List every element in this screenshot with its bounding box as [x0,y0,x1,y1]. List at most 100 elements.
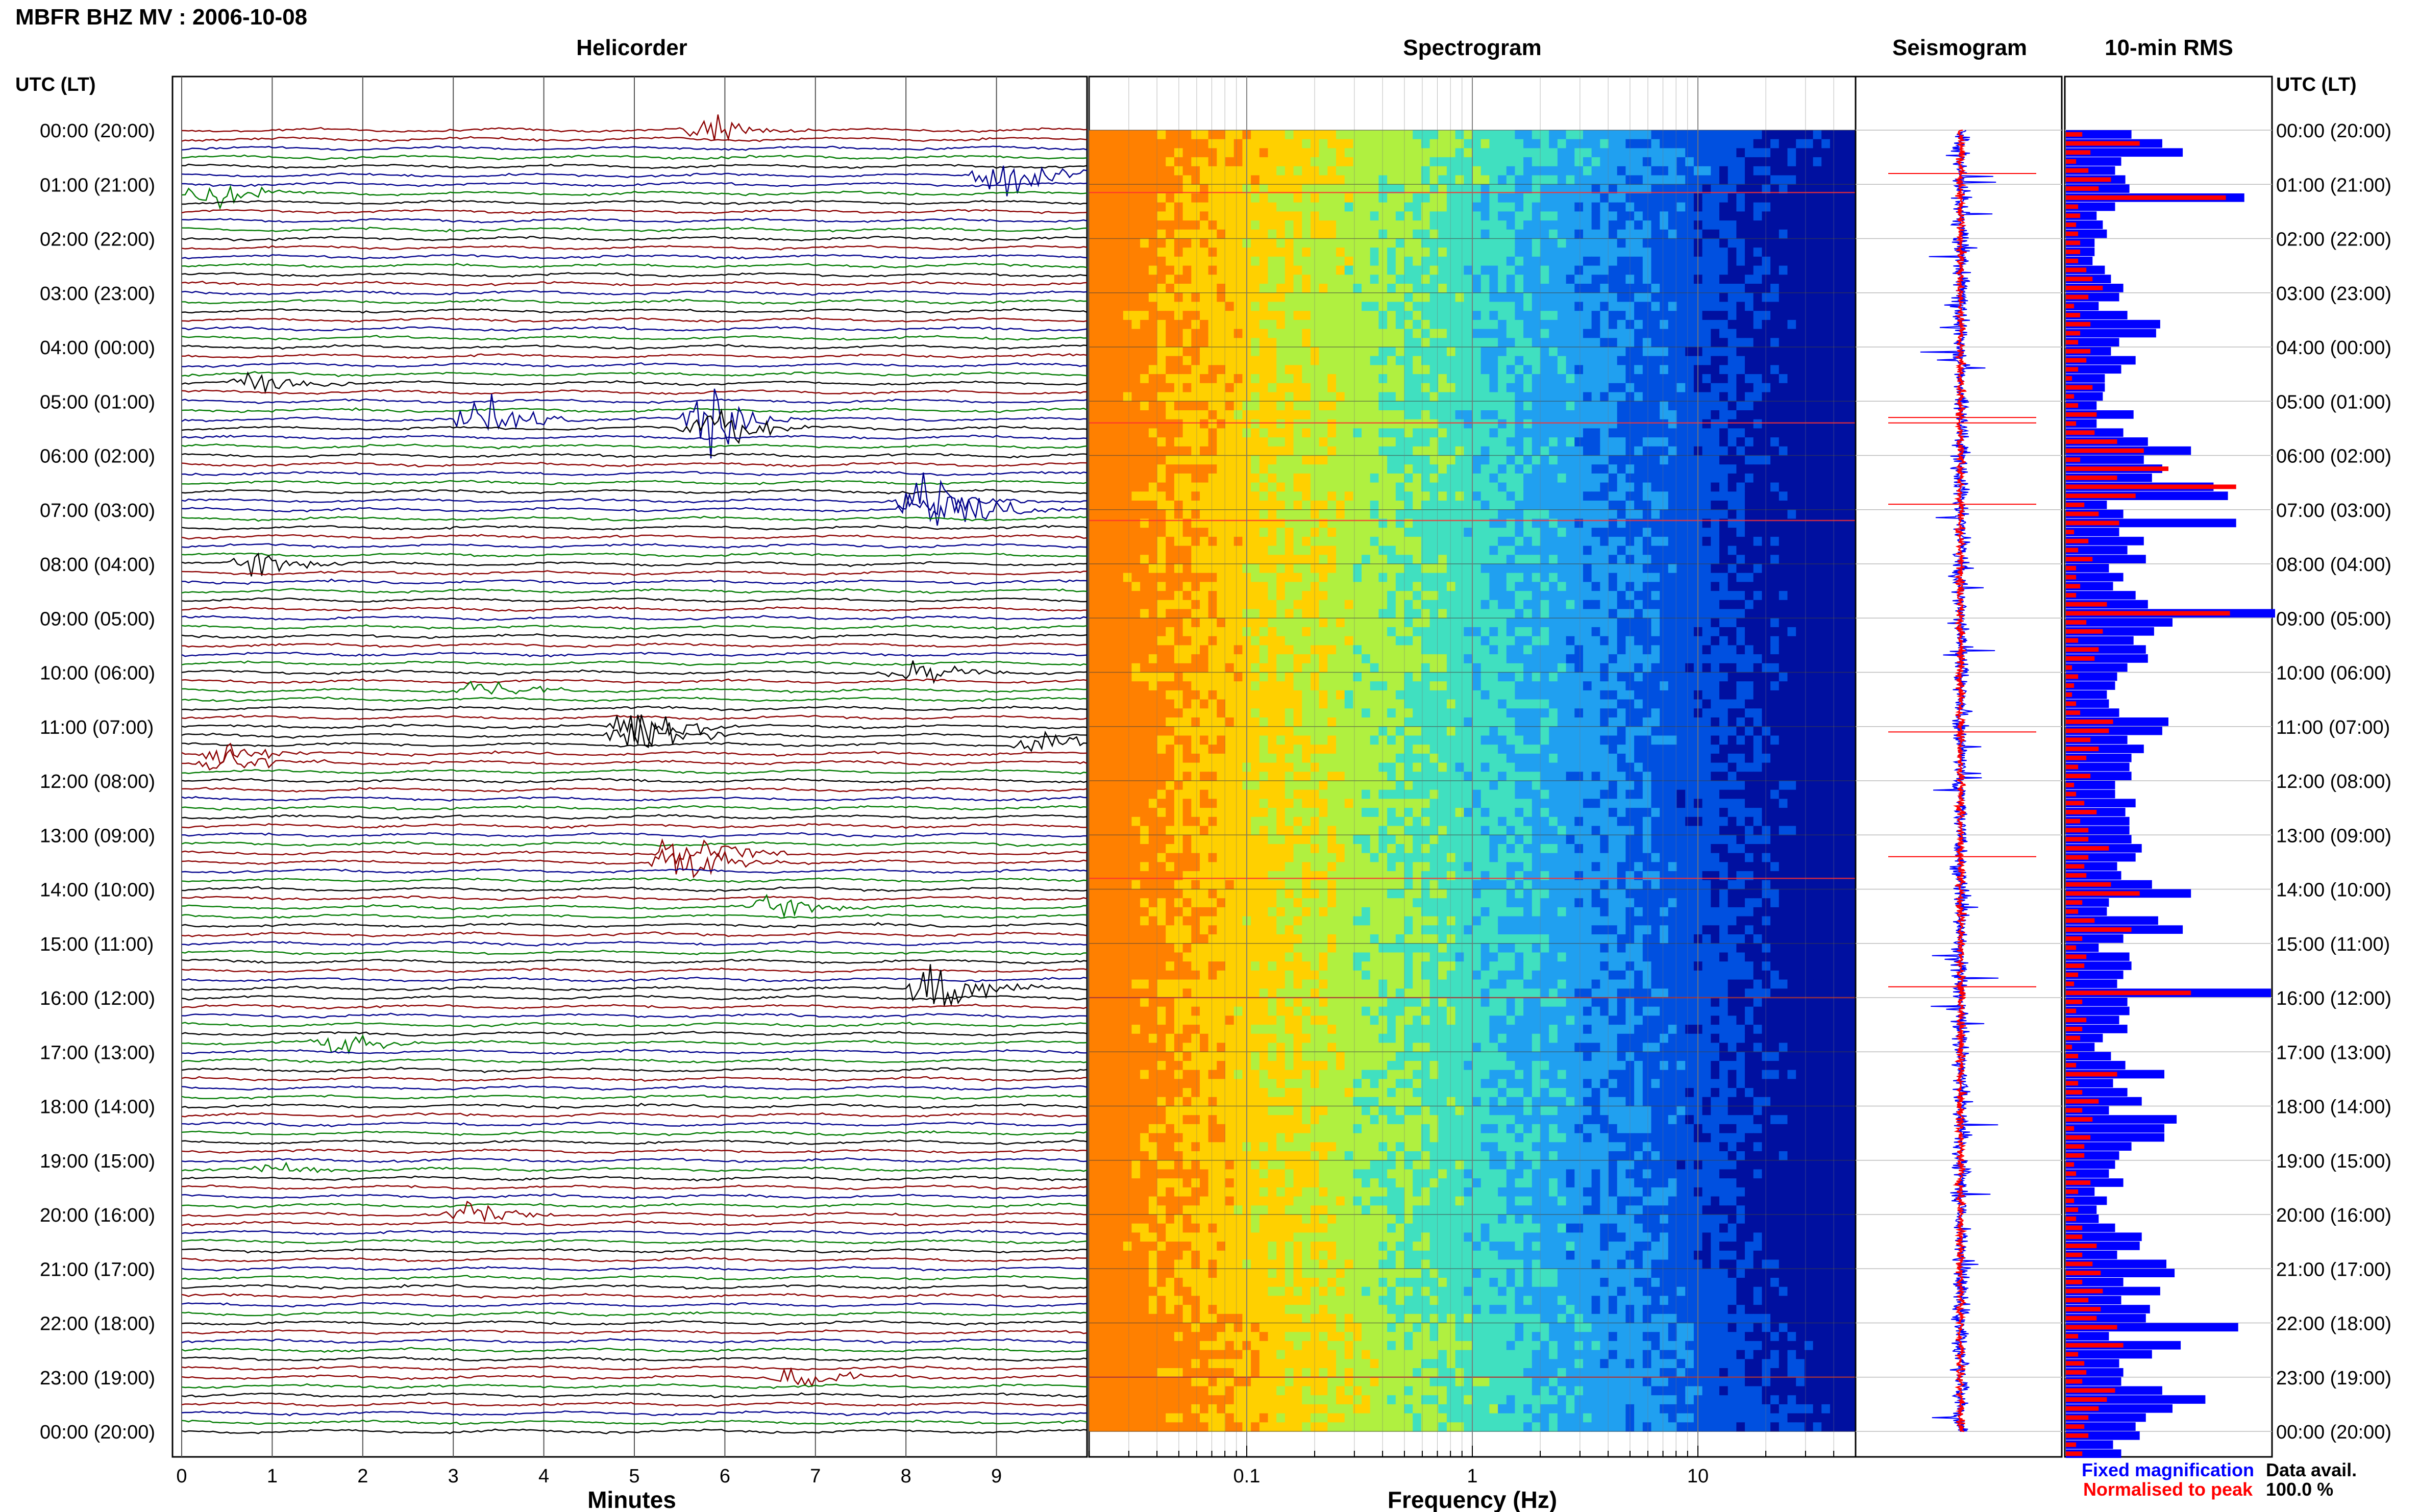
spectrogram-cell [1642,265,1652,275]
spectrogram-cell [1446,256,1456,266]
spectrogram-cell [1685,338,1694,348]
helicorder-trace [182,1200,1088,1223]
spectrogram-cell [1310,509,1320,519]
spectrogram-cell [1668,329,1677,338]
spectrogram-cell [1208,338,1218,348]
spectrogram-cell [1787,275,1796,284]
spectrogram-cell [1566,582,1575,591]
spectrogram-cell [1123,347,1132,357]
spectrogram-cell [1472,374,1482,384]
spectrogram-cell [1796,238,1805,248]
helicorder-trace [181,1003,1088,1009]
spectrogram-cell [1685,247,1694,257]
spectrogram-cell [1123,256,1132,266]
spectrogram-cell [1651,428,1660,438]
spectrogram-cell [1489,256,1498,266]
spectrogram-cell [1208,536,1218,547]
spectrogram-cell [1830,211,1839,221]
spectrogram-cell [1566,528,1575,537]
spectrogram-cell [1574,446,1584,456]
spectrogram-cell [1770,600,1780,610]
spectrogram-cell [1838,229,1848,239]
spectrogram-cell [1115,446,1124,456]
spectrogram-cell [1225,383,1235,393]
spectrogram-cell [1421,446,1430,456]
spectrogram-cell [1362,347,1371,357]
spectrogram-cell [1131,437,1141,447]
spectrogram-cell [1804,193,1814,203]
spectrogram-cell [1387,329,1396,338]
spectrogram-cell [1276,247,1286,257]
spectrogram-cell [1336,419,1345,429]
spectrogram-cell [1498,329,1507,338]
spectrogram-cell [1506,509,1516,519]
spectrogram-cell [1140,356,1149,365]
spectrogram-cell [1634,419,1643,429]
spectrogram-cell [1549,139,1558,148]
spectrogram-cell [1208,401,1218,411]
spectrogram-cell [1557,347,1567,357]
spectrogram-cell [1506,536,1516,547]
spectrogram-cell [1745,446,1754,456]
spectrogram-cell [1140,609,1149,618]
spectrogram-cell [1344,446,1354,456]
spectrogram-cell [1353,347,1362,357]
spectrogram-cell [1838,536,1848,547]
spectrogram-cell [1200,265,1209,275]
spectrogram-cell [1089,175,1098,185]
spectrogram-cell [1651,401,1660,411]
spectrogram-cell [1148,211,1158,221]
spectrogram-cell [1549,166,1558,176]
spectrogram-cell [1302,374,1311,384]
spectrogram-cell [1787,374,1796,384]
spectrogram-cell [1557,220,1567,230]
spectrogram-cell [1609,275,1618,284]
spectrogram-cell [1276,148,1286,158]
spectrogram-cell [1319,319,1328,330]
spectrogram-cell [1336,175,1345,185]
spectrogram-cell [1796,437,1805,447]
spectrogram-cell [1259,609,1269,618]
spectrogram-cell [1685,419,1694,429]
spectrogram-cell [1557,374,1567,384]
spectrogram-cell [1515,536,1524,547]
spectrogram-cell [1327,166,1337,176]
spectrogram-cell [1727,329,1737,338]
spectrogram-cell [1089,184,1098,194]
spectrogram-cell [1634,410,1643,420]
spectrogram-cell [1609,139,1618,148]
spectrogram-cell [1157,609,1166,618]
spectrogram-cell [1540,302,1549,311]
spectrogram-cell [1182,365,1192,375]
spectrogram-cell [1438,582,1447,591]
spectrogram-cell [1353,229,1362,239]
spectrogram-cell [1446,437,1456,447]
spectrogram-cell [1302,211,1311,221]
spectrogram-cell [1480,437,1490,447]
helicorder-trace [181,995,1088,1001]
spectrogram-cell [1344,546,1354,555]
spectrogram-cell [1719,428,1729,438]
spectrogram-cell [1353,311,1362,320]
spectrogram-cell [1651,464,1660,474]
spectrogram-cell [1319,275,1328,284]
helicorder-trace [181,786,1088,793]
helicorder-trace [181,453,1088,459]
spectrogram-cell [1745,130,1754,140]
spectrogram-cell [1804,202,1814,212]
spectrogram-cell [1336,464,1345,474]
spectrogram-cell [1370,491,1379,501]
spectrogram-cell [1736,247,1745,257]
spectrogram-cell [1131,473,1141,483]
spectrogram-cell [1097,600,1107,610]
spectrogram-cell [1821,600,1831,610]
minute-tick-label: 7 [810,1466,821,1487]
spectrogram-cell [1106,211,1115,221]
spectrogram-cell [1600,292,1609,303]
spectrogram-cell [1617,166,1626,176]
spectrogram-cell [1225,392,1235,402]
spectrogram-cell [1370,528,1379,537]
spectrogram-cell [1182,437,1192,447]
spectrogram-cell [1719,546,1729,555]
spectrogram-cell [1438,383,1447,393]
